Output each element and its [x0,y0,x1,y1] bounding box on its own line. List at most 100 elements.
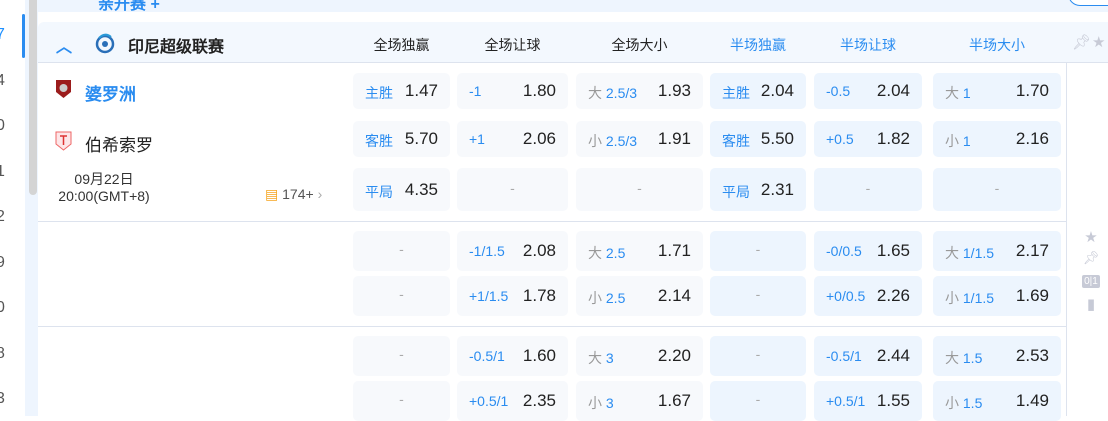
odds-cell[interactable]: +0.5/1 2.35 [457,381,568,421]
odds-line: -0.5/1 [469,348,505,364]
odds-line: +1 [469,131,485,147]
odds-cell[interactable]: 主胜 2.04 [710,73,806,109]
odds-cell[interactable]: -1/1.5 2.08 [457,231,568,271]
odds-cell[interactable]: -0.5/1 1.60 [457,336,568,376]
odds-line: 2.5 [605,245,626,261]
away-team[interactable]: 伯希索罗 [85,136,153,155]
home-team[interactable]: 婆罗洲 [85,85,136,104]
odds-cell[interactable]: +0.5/1 1.55 [814,381,922,421]
odds-value: 5.70 [404,129,438,148]
odds-cell[interactable]: 大 1 1.70 [933,73,1061,109]
odds-cell[interactable]: +1/1.5 1.78 [457,276,568,316]
odds-cell[interactable]: - [710,336,806,376]
odds-cell[interactable]: 平局 2.31 [710,168,806,211]
odds-cell[interactable]: - [353,276,450,316]
top-button[interactable] [1068,0,1108,6]
odds-cell[interactable]: +0.5 1.82 [814,121,922,157]
sidebar-item[interactable]: 3 [0,390,5,407]
odds-cell[interactable]: -0.5/1 2.44 [814,336,922,376]
odds-line: +0/0.5 [826,288,866,304]
sidebar-item[interactable]: 0 [0,299,5,316]
odds-value: 1.80 [522,81,556,100]
odds-value: 2.04 [760,81,794,100]
odds-line: 1/1.5 [962,290,995,306]
odds-cell[interactable]: - [933,168,1061,211]
odds-cell[interactable]: - [457,168,568,211]
odds-label: -0.5/1 [469,348,505,364]
ou-prefix: 小 [945,133,959,149]
odds-cell[interactable]: 大 3 2.20 [576,336,703,376]
sidebar-item[interactable]: 4 [0,71,5,89]
divider [1066,63,1067,416]
odds-cell[interactable]: 小 1 2.16 [933,121,1061,157]
score-icon[interactable]: 0|1 [1082,275,1100,288]
pin-icon[interactable]: 📌︎ [1072,34,1092,51]
col-ft-ou: 全场大小 [611,37,668,53]
odds-value: 2.31 [760,179,794,199]
odds-cell[interactable]: +1 2.06 [457,121,568,157]
odds-cell[interactable]: +0/0.5 2.26 [814,276,922,316]
scrollbar[interactable] [29,0,37,195]
odds-cell[interactable]: -0/0.5 1.65 [814,231,922,271]
bar-chart-icon[interactable]: ▮ [1086,296,1096,313]
odds-label: 大 3 [588,348,614,368]
odds-cell[interactable]: - [353,336,450,376]
empty-odds: - [399,391,404,407]
odds-cell[interactable]: - [710,381,806,421]
sidebar-item[interactable]: 2 [0,208,5,225]
empty-odds: - [399,346,404,362]
odds-cell[interactable]: 客胜 5.50 [710,121,806,157]
odds-cell[interactable]: 小 2.5 2.14 [576,276,703,316]
odds-cell[interactable]: 小 1/1.5 1.69 [933,276,1061,316]
odds-line: 1.5 [962,350,983,366]
more-markets[interactable]: ▤ 174+ › [265,186,322,203]
ou-prefix: 大 [588,85,602,101]
chevron-up-icon[interactable]: ︿ [56,39,73,56]
odds-label: +0.5/1 [826,393,865,409]
odds-cell[interactable]: 小 2.5/3 1.91 [576,121,703,157]
odds-cell[interactable]: 主胜 1.47 [353,73,450,109]
odds-value: 1.55 [876,391,910,410]
odds-value: 2.04 [876,81,910,100]
pin-icon[interactable]: 📌︎ [1082,250,1100,265]
odds-cell[interactable]: 平局 4.35 [353,168,450,211]
odds-cell[interactable]: 大 2.5 1.71 [576,231,703,271]
chevron-right-icon: › [317,186,323,202]
markets-icon: ▤ [265,186,279,202]
away-team-badge-icon [55,131,72,151]
sidebar-item[interactable]: 9 [0,253,5,271]
odds-cell[interactable]: 客胜 5.70 [353,121,450,157]
col-ht-1x2: 半场独赢 [730,37,786,53]
sidebar-item[interactable]: 1 [0,162,5,180]
partial-title: 亲开赛 + [98,0,160,13]
odds-value: 1.65 [876,241,910,260]
sidebar-item[interactable]: 7 [0,26,5,43]
odds-cell[interactable]: - [576,168,703,211]
sidebar-item[interactable]: 8 [0,344,5,362]
odds-cell[interactable]: - [353,231,450,271]
ou-prefix: 大 [588,350,602,366]
empty-odds: - [755,346,761,362]
odds-cell[interactable]: -0.5 2.04 [814,73,922,109]
odds-cell[interactable]: - [353,381,450,421]
odds-cell[interactable]: 大 1/1.5 2.17 [933,231,1061,271]
active-indicator [22,14,25,58]
odds-cell[interactable]: -1 1.80 [457,73,568,109]
match-time: 09月22日 20:00(GMT+8) [52,171,156,205]
league-header[interactable]: ︿ 印尼超级联赛 全场独赢 全场让球 全场大小 半场独赢 半场让球 半场大小 📌… [38,22,1108,63]
ou-prefix: 大 [945,350,959,366]
star-icon[interactable]: ★ [1092,34,1106,51]
odds-label: +0.5/1 [469,393,508,409]
odds-line: 主胜 [365,85,393,101]
odds-cell[interactable]: - [710,231,806,271]
odds-cell[interactable]: - [814,168,922,211]
odds-line: 主胜 [722,85,750,101]
sidebar-item[interactable]: 0 [0,117,5,134]
odds-cell[interactable]: 大 2.5/3 1.93 [576,73,703,109]
odds-cell[interactable]: 大 1.5 2.53 [933,336,1061,376]
odds-cell[interactable]: - [710,276,806,316]
star-icon[interactable]: ★ [1084,229,1098,246]
odds-cell[interactable]: 小 3 1.67 [576,381,703,421]
odds-cell[interactable]: 小 1.5 1.49 [933,381,1061,421]
odds-line: 2.5 [605,290,626,306]
